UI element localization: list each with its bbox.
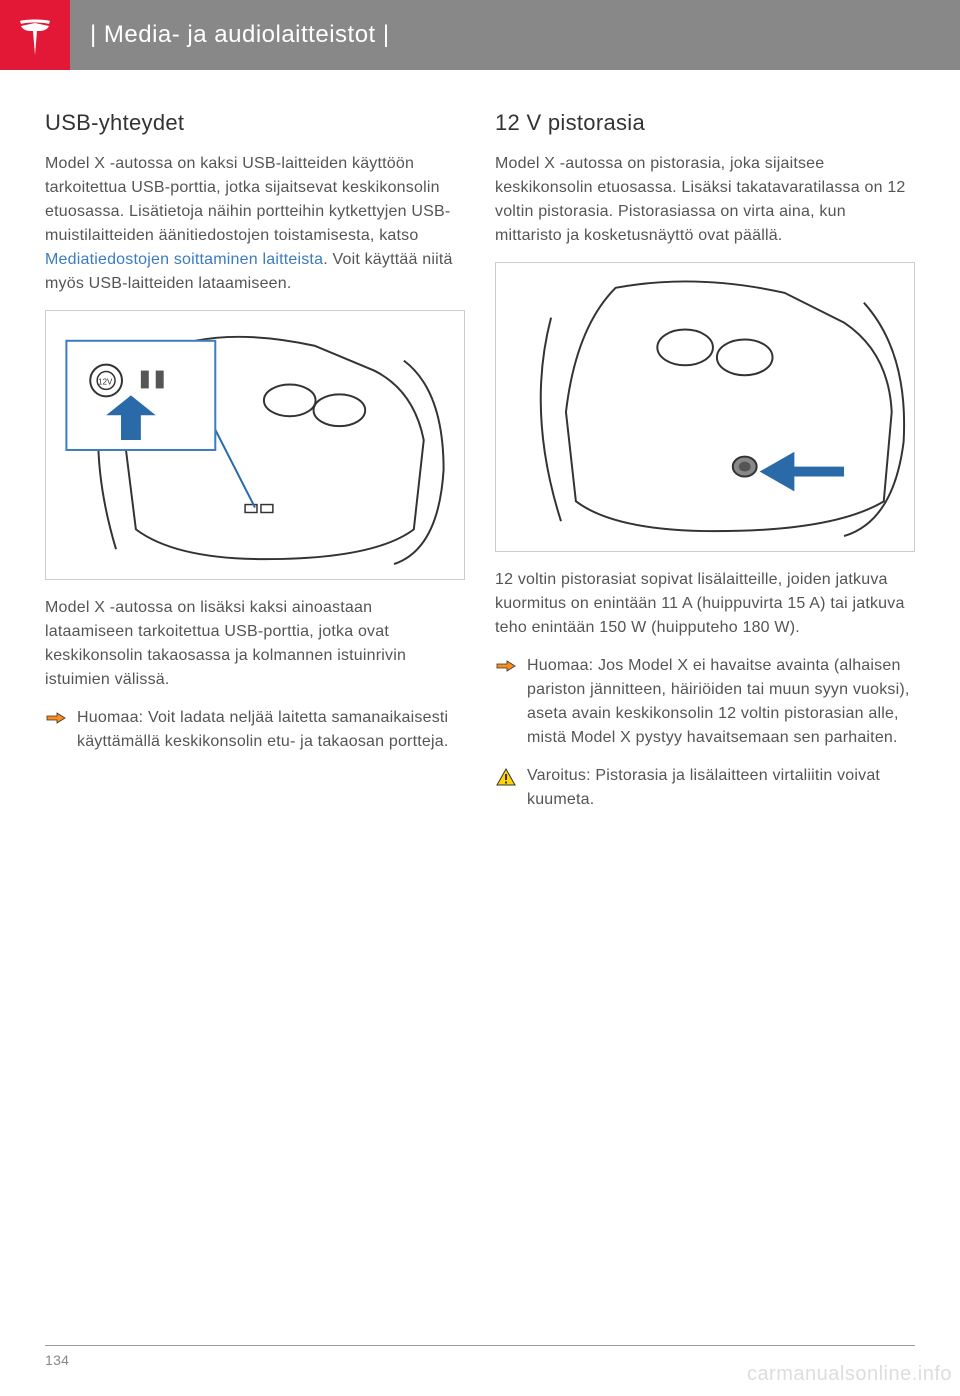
power-socket-figure — [495, 262, 915, 552]
watermark: carmanualsonline.info — [747, 1363, 952, 1386]
page-number: 134 — [45, 1352, 69, 1368]
content-area: USB-yhteydet Model X -autossa on kaksi U… — [0, 70, 960, 826]
right-paragraph-1: Model X -autossa on pistorasia, joka sij… — [495, 152, 915, 248]
left-paragraph-2: Model X -autossa on lisäksi kaksi ainoas… — [45, 596, 465, 692]
right-warning-1: Varoitus: Pistorasia ja lisälaitteen vir… — [495, 764, 915, 812]
left-column: USB-yhteydet Model X -autossa on kaksi U… — [45, 110, 465, 826]
tesla-logo-icon — [13, 13, 57, 57]
usb-ports-figure: 12V — [45, 310, 465, 580]
left-note-1-text: Huomaa: Voit ladata neljää laitetta sama… — [77, 706, 465, 754]
hand-point-icon — [495, 654, 517, 750]
right-note-1: Huomaa: Jos Model X ei havaitse avainta … — [495, 654, 915, 750]
hand-point-icon — [45, 706, 67, 754]
right-warning-1-text: Varoitus: Pistorasia ja lisälaitteen vir… — [527, 764, 915, 812]
left-note-1: Huomaa: Voit ladata neljää laitetta sama… — [45, 706, 465, 754]
left-paragraph-1: Model X -autossa on kaksi USB-laitteiden… — [45, 152, 465, 296]
page-title: | Media- ja audiolaitteistot | — [90, 21, 390, 49]
page-header: | Media- ja audiolaitteistot | — [0, 0, 960, 70]
warning-triangle-icon — [495, 764, 517, 812]
svg-text:12V: 12V — [98, 377, 113, 386]
page-title-bar: | Media- ja audiolaitteistot | — [70, 0, 960, 70]
right-heading: 12 V pistorasia — [495, 110, 915, 136]
left-heading: USB-yhteydet — [45, 110, 465, 136]
right-column: 12 V pistorasia Model X -autossa on pist… — [495, 110, 915, 826]
media-files-link[interactable]: Mediatiedostojen soittaminen laitteista — [45, 251, 323, 268]
right-paragraph-2: 12 voltin pistorasiat sopivat lisälaitte… — [495, 568, 915, 640]
brand-logo-box — [0, 0, 70, 70]
right-note-1-text: Huomaa: Jos Model X ei havaitse avainta … — [527, 654, 915, 750]
